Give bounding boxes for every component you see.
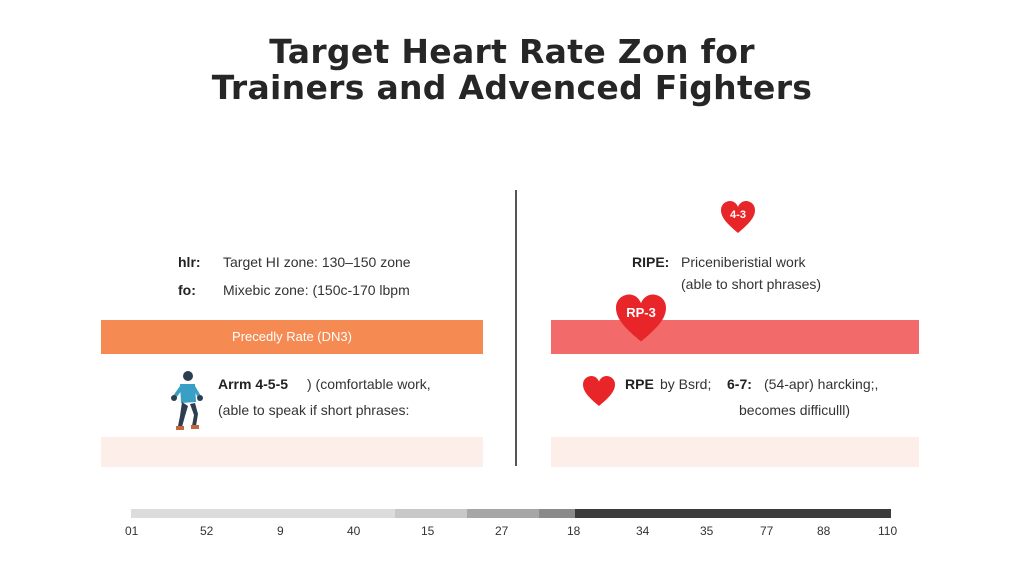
scale-tick: 18: [567, 524, 581, 538]
right-note-text-1: (54-apr) harcking;,: [764, 376, 879, 392]
scale-tick: 34: [636, 524, 650, 538]
right-note-label-1: RPE: [625, 376, 654, 392]
scale-segment: [467, 509, 539, 518]
right-note-text-mid: by Bsrd;: [660, 376, 712, 392]
heart-badge-bar: RP-3: [614, 293, 668, 343]
left-zone-bar-label: Precedly Rate (DN3): [232, 329, 352, 344]
page-title-line-1: Target Heart Rate Zon for: [269, 32, 755, 71]
center-divider: [515, 190, 517, 466]
left-note-text-1: ) (comfortable work,: [307, 376, 431, 392]
scale-tick: 88: [817, 524, 831, 538]
heart-icon: [616, 294, 666, 342]
page-title-line-2: Trainers and Advenced Fighters: [211, 68, 813, 107]
scale-tick: 27: [495, 524, 509, 538]
right-note-text-2: becomes difficulll): [739, 402, 851, 418]
scale-tick: 40: [347, 524, 361, 538]
runner-icon: [168, 370, 204, 432]
left-zone-bar: Precedly Rate (DN3): [101, 320, 483, 354]
scale-tick: 01: [125, 524, 139, 538]
left-row1-label: hlr:: [178, 254, 201, 270]
scale-tick: 52: [200, 524, 214, 538]
scale-segment: [395, 509, 467, 518]
left-row2-label: fo:: [178, 282, 196, 298]
left-pale-band: [101, 437, 483, 467]
heart-badge-top-label: 4-3: [730, 209, 746, 221]
scale-tick: 15: [421, 524, 435, 538]
left-note-text-2: (able to speak if short phrases:: [218, 402, 410, 418]
heart-rate-scale: [131, 509, 891, 518]
scale-tick: 77: [760, 524, 774, 538]
scale-segment: [575, 509, 891, 518]
scale-tick: 35: [700, 524, 714, 538]
right-pale-band: [551, 437, 919, 467]
scale-segment: [539, 509, 575, 518]
heart-badge-bar-label: RP-3: [626, 305, 656, 320]
scale-segment: [131, 509, 395, 518]
right-note-label-2: 6-7:: [727, 376, 752, 392]
left-row2-text: Mixebic zone: (150c-170 lbpm: [223, 282, 410, 298]
heart-icon: [581, 375, 617, 407]
right-row1-label: RIPE:: [632, 254, 670, 270]
left-row1-text: Target HI zone: 130–150 zone: [223, 254, 411, 270]
scale-tick: 9: [277, 524, 284, 538]
heart-badge-top: 4-3: [720, 200, 756, 234]
left-note-label: Arrm 4-5-5: [218, 376, 289, 392]
right-row1-text-1: Priceniberistial work: [681, 254, 806, 270]
right-row1-text-2: (able to short phrases): [681, 276, 822, 292]
scale-tick: 110: [878, 524, 898, 538]
heart-icon: [721, 201, 755, 233]
right-zone-bar: [551, 320, 919, 354]
